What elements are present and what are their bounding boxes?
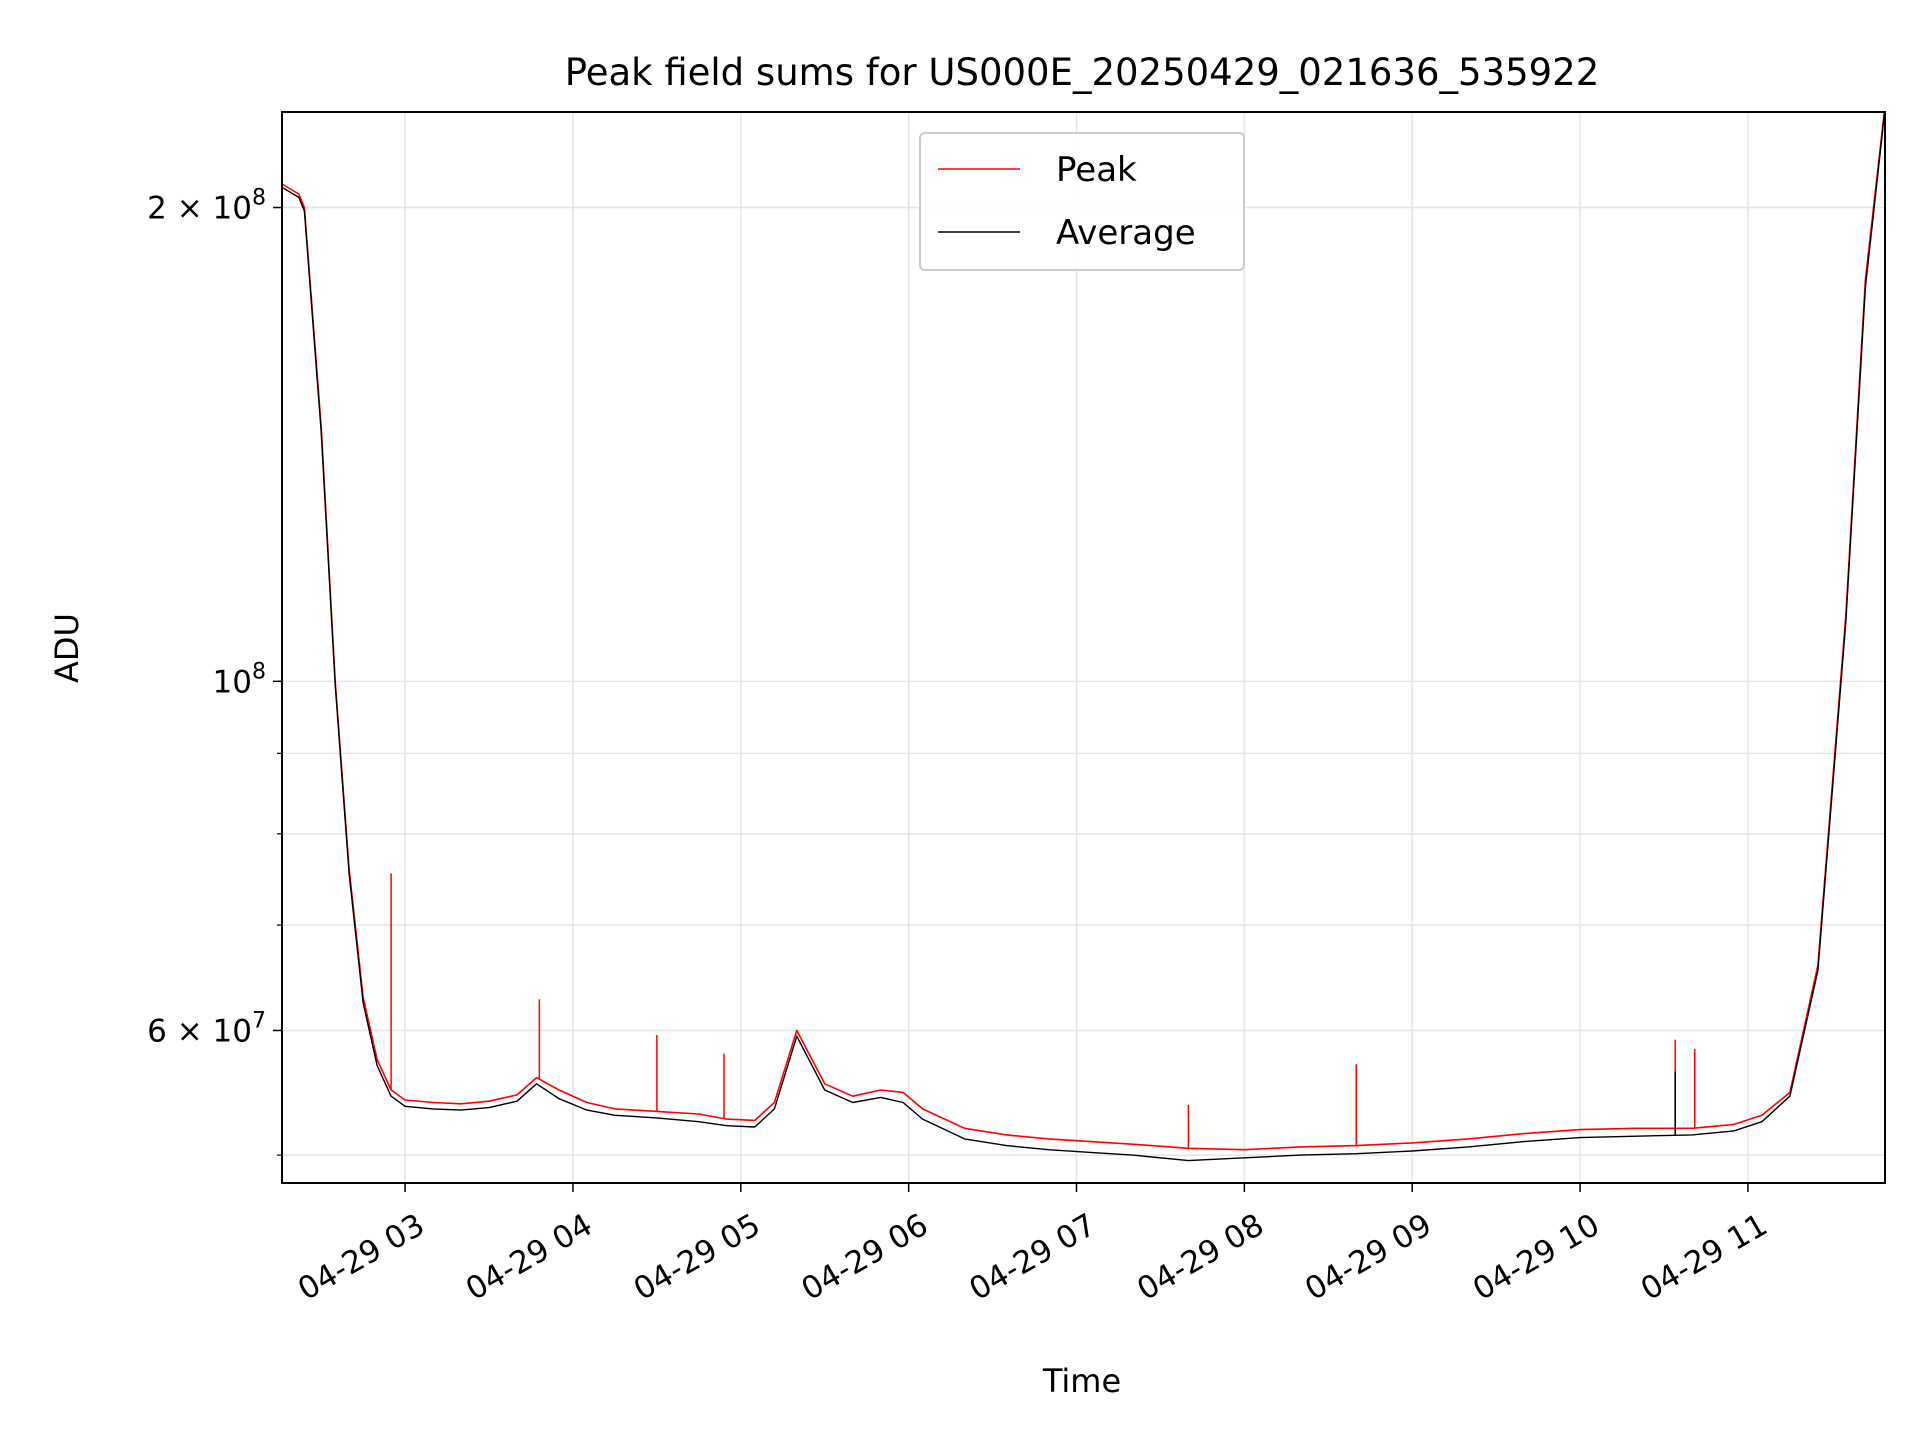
legend-label-peak: Peak [1056,150,1137,190]
chart-title: Peak field sums for US000E_20250429_0216… [565,51,1600,94]
plot-area [281,111,1886,1184]
series-line-average [282,112,1885,1162]
series-average [282,112,1885,1162]
x-axis-label: Time [1042,1362,1121,1400]
series-layer [282,112,1885,1162]
y-axis-ticks: 2 × 108 108 6 × 107 [147,186,282,1156]
legend-box [919,132,1245,271]
y-tick-label: 108 [213,659,266,700]
y-axis-label: ADU [48,613,86,683]
legend: Peak Average [919,132,1245,271]
y-tick-label: 2 × 108 [147,186,266,227]
y-tick-label: 6 × 107 [147,1008,266,1049]
legend-label-average: Average [1056,213,1196,253]
series-line-peak [282,112,1885,1151]
